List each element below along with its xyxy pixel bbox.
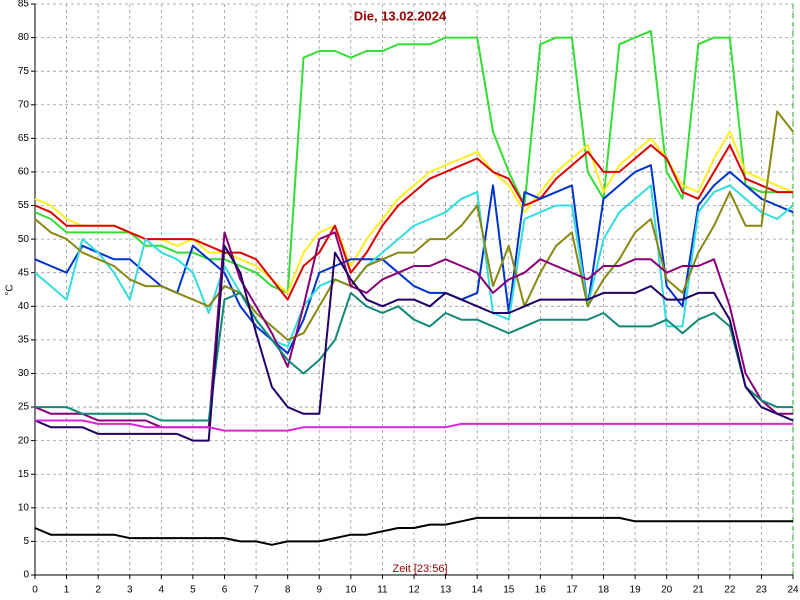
series-line [34,29,793,294]
x-tick-label: 16 [535,585,547,596]
y-tick-label: 50 [18,234,30,245]
y-tick-label: 60 [18,167,30,178]
y-tick-label: 70 [18,99,30,110]
x-tick-label: 7 [253,585,259,596]
y-tick-label: 10 [18,502,30,513]
series-line [34,244,794,442]
x-tick-label: 18 [598,585,610,596]
series-line [35,419,793,432]
x-tick-label: 11 [377,585,388,596]
x-axis-label: Zeit [23:56] [392,563,447,575]
x-tick-label: 8 [285,585,291,596]
x-tick-label: 10 [345,585,357,596]
x-tick-label: 1 [64,585,70,596]
y-tick-label: 35 [18,335,30,346]
y-tick-label: 40 [18,301,30,312]
x-tick-label: 17 [566,585,578,596]
y-tick-label: 55 [18,200,30,211]
series-line [34,516,793,546]
x-tick-label: 3 [127,585,133,596]
y-axis-label: °C [5,284,16,295]
series-line [34,144,793,301]
x-tick-label: 14 [472,585,484,596]
x-tick-label: 6 [222,585,228,596]
y-tick-label: 75 [18,66,30,77]
y-tick-label: 20 [18,435,30,446]
y-tick-label: 65 [18,133,30,144]
x-tick-label: 19 [630,585,642,596]
y-tick-label: 45 [18,267,30,278]
x-tick-label: 15 [503,585,515,596]
x-tick-label: 0 [32,585,38,596]
y-tick-label: 0 [23,570,29,581]
y-tick-label: 30 [18,368,30,379]
y-tick-label: 15 [18,469,30,480]
x-tick-label: 13 [440,585,452,596]
x-tick-label: 2 [95,585,101,596]
x-tick-label: 23 [756,585,768,596]
x-tick-label: 12 [408,585,420,596]
x-tick-label: 4 [159,585,165,596]
y-tick-label: 25 [18,402,30,413]
x-tick-label: 21 [693,585,705,596]
x-tick-label: 24 [787,585,799,596]
series-line [34,184,794,348]
y-tick-label: 80 [18,32,30,43]
series-line [35,291,793,422]
y-tick-label: 85 [18,0,30,10]
x-tick-label: 9 [316,585,322,596]
x-tick-label: 22 [724,585,736,596]
x-tick-label: 20 [661,585,673,596]
chart-title: Die, 13.02.2024 [354,8,447,23]
series-line [34,110,794,341]
x-tick-label: 5 [190,585,196,596]
y-tick-label: 5 [23,536,29,547]
